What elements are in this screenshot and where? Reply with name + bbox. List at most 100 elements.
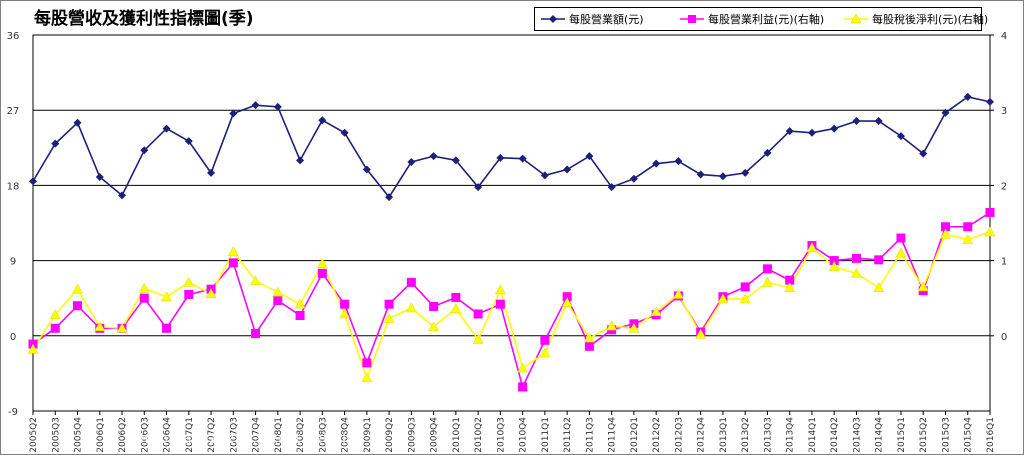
x-tick-label: 2015Q4 xyxy=(964,417,974,453)
series-netincome-point xyxy=(895,247,907,258)
series-revenue-point xyxy=(429,152,438,161)
y-right-tick-label: 2 xyxy=(1001,181,1007,192)
series-opincome-point xyxy=(251,329,261,339)
series-opincome-line xyxy=(32,211,991,390)
series-netincome-point xyxy=(116,322,128,333)
series-revenue-point xyxy=(73,118,82,127)
series-revenue-point xyxy=(785,127,794,136)
legend-revenue-label: 每股營業額(元) xyxy=(569,13,644,26)
series-opincome-point xyxy=(317,268,327,278)
series-revenue-point xyxy=(207,168,216,177)
series-netincome-point xyxy=(94,321,106,332)
x-tick-label: 2013Q4 xyxy=(786,417,796,453)
series-netincome-point xyxy=(339,308,351,319)
x-tick-label: 2007Q3 xyxy=(229,417,239,453)
series-netincome-point xyxy=(272,286,284,297)
series-netincome-point xyxy=(405,302,417,313)
series-opincome-point xyxy=(785,275,795,285)
y-right-tick-label: 1 xyxy=(1001,257,1007,268)
legend-netincome-label: 每股稅後淨利(元)(右軸) xyxy=(872,13,989,26)
x-tick-label: 2014Q3 xyxy=(852,417,862,453)
series-revenue-point xyxy=(696,170,705,179)
series-revenue-point xyxy=(184,137,193,146)
series-opincome-point xyxy=(50,323,60,333)
series-revenue-point xyxy=(896,132,905,141)
series-revenue-point xyxy=(807,128,816,137)
x-tick-label: 2009Q1 xyxy=(363,417,373,453)
series-revenue-point xyxy=(296,156,305,165)
series-netincome-point xyxy=(227,246,239,256)
series-netincome-point xyxy=(851,267,862,278)
series-revenue-line xyxy=(32,95,991,199)
series-opincome-point xyxy=(584,341,594,351)
x-tick-label: 2014Q1 xyxy=(808,417,818,453)
series-netincome-point xyxy=(628,322,640,333)
x-tick-label: 2011Q4 xyxy=(608,417,618,453)
series-revenue-point xyxy=(118,191,127,200)
chart-title: 每股營收及獲利性指標圖(季) xyxy=(34,9,254,29)
series-netincome-point xyxy=(762,276,773,287)
x-tick-label: 2010Q2 xyxy=(474,417,484,453)
series-netincome-point xyxy=(72,283,83,294)
series-revenue-point xyxy=(251,101,260,110)
series-revenue-point xyxy=(830,124,839,133)
watermark-text: http://ay321250.pixnet.net/blog xyxy=(140,432,364,447)
series-netincome-point xyxy=(672,288,684,299)
legend-markers xyxy=(541,13,868,24)
series-revenue-point xyxy=(874,117,883,126)
series-revenue-point xyxy=(563,165,572,174)
series-opincome-point xyxy=(740,282,750,292)
x-tick-label: 2006Q2 xyxy=(118,417,128,453)
series-opincome-point xyxy=(139,293,149,303)
series-opincome-point xyxy=(162,323,172,333)
chart-legend: 每股營業額(元) 每股營業利益(元)(右軸) 每股稅後淨利(元)(右軸) xyxy=(534,7,988,31)
series-revenue-point xyxy=(273,102,282,111)
series-revenue-point xyxy=(763,148,772,157)
series-opincome-point xyxy=(963,222,973,232)
x-tick-label: 2012Q3 xyxy=(674,417,684,453)
x-tick-label: 2015Q3 xyxy=(941,417,951,453)
x-tick-label: 2006Q3 xyxy=(140,417,150,453)
series-netincome-point xyxy=(383,312,395,323)
x-tick-label: 2007Q2 xyxy=(207,417,217,453)
series-revenue-point xyxy=(852,117,861,126)
x-tick-label: 2010Q3 xyxy=(496,417,506,453)
series-netincome-point xyxy=(784,282,796,292)
x-tick-label: 2013Q2 xyxy=(741,417,751,453)
series-opincome-point xyxy=(562,292,572,302)
series-opincome-point xyxy=(896,233,906,243)
series-netincome-point xyxy=(161,291,172,301)
series-revenue-point xyxy=(162,124,171,133)
y-left-tick-label: -9 xyxy=(8,407,18,418)
series-opincome-point xyxy=(406,277,416,287)
y-right-tick-label: 0 xyxy=(1001,332,1007,343)
x-tick-label: 2008Q2 xyxy=(296,417,306,453)
series-revenue-point xyxy=(629,174,638,183)
series-opincome-point xyxy=(874,255,884,265)
series-revenue-point xyxy=(518,154,527,163)
series-netincome-point xyxy=(517,362,529,373)
x-tick-label: 2011Q3 xyxy=(585,417,595,453)
series-revenue-point xyxy=(941,108,950,117)
series-opincome-point xyxy=(429,301,439,311)
y-right-tick-label: 3 xyxy=(1001,106,1007,117)
x-tick-label: 2013Q1 xyxy=(719,417,729,453)
series-opincome-point xyxy=(384,299,394,309)
x-tick-label: 2011Q1 xyxy=(541,417,551,453)
series-netincome-line xyxy=(32,231,991,381)
series-netincome-point xyxy=(561,297,573,307)
series-revenue-point xyxy=(496,153,505,162)
series-opincome-point xyxy=(762,264,772,274)
x-tick-label: 2005Q4 xyxy=(74,417,84,453)
series-netincome-point xyxy=(650,306,662,316)
series-netincome-point xyxy=(717,293,729,304)
series-revenue-point xyxy=(652,159,661,168)
x-tick-label: 2009Q3 xyxy=(407,417,417,453)
series-netincome-point xyxy=(316,258,328,268)
series-revenue-point xyxy=(407,158,416,167)
series-revenue-point xyxy=(340,128,349,137)
series-revenue-point xyxy=(29,177,37,186)
y-left-tick-label: 9 xyxy=(10,257,16,268)
